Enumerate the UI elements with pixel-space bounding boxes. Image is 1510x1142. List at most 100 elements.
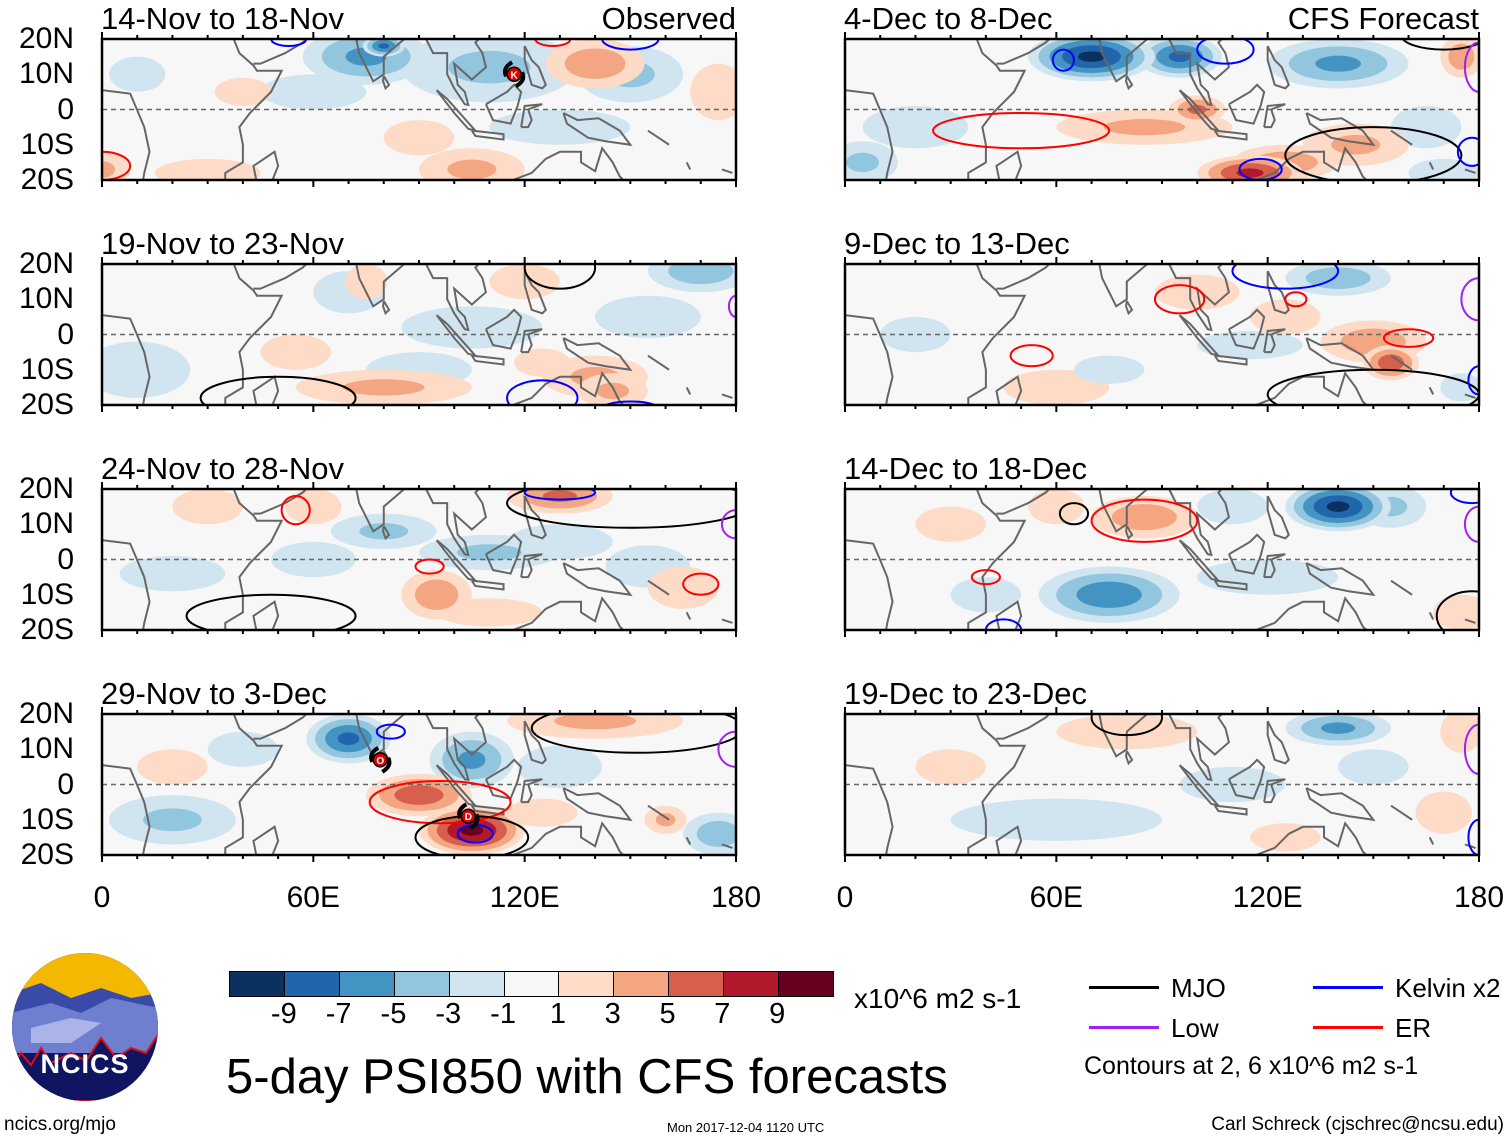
coastline bbox=[1125, 525, 1134, 541]
coastline bbox=[721, 843, 733, 849]
cyclone-label: K bbox=[510, 70, 518, 81]
colorbar-swatch bbox=[230, 972, 285, 996]
er-contour bbox=[368, 779, 512, 825]
panel-title: 29-Nov to 3-Dec bbox=[101, 676, 327, 711]
coastline bbox=[1228, 83, 1266, 125]
colorbar-swatch bbox=[504, 972, 560, 996]
anomaly-shading bbox=[102, 161, 116, 178]
kelvin-contour bbox=[1196, 39, 1255, 65]
colorbar-tick-label: -5 bbox=[380, 998, 407, 1030]
coastline bbox=[1266, 270, 1290, 315]
anomaly-shading bbox=[345, 264, 388, 300]
coastline bbox=[485, 83, 523, 125]
anomaly-shading bbox=[394, 785, 444, 805]
mjo-contour bbox=[1435, 590, 1479, 630]
colorbar-swatch bbox=[394, 972, 450, 996]
anomaly-shading bbox=[285, 489, 342, 525]
colorbar-swatch bbox=[724, 972, 780, 996]
mjo-contour bbox=[199, 375, 357, 405]
coastline bbox=[510, 146, 625, 180]
legend-label: Low bbox=[1171, 1013, 1219, 1043]
kelvin-contour bbox=[601, 39, 660, 51]
coastline bbox=[510, 371, 625, 405]
anomaly-shading bbox=[1440, 714, 1479, 753]
coastline bbox=[471, 579, 505, 591]
coastline bbox=[252, 150, 280, 180]
legend-line-kelvin bbox=[1313, 986, 1383, 989]
coastline bbox=[1464, 168, 1476, 174]
anomaly-shading bbox=[880, 316, 951, 353]
coastline bbox=[224, 714, 284, 855]
colorbar bbox=[229, 971, 834, 997]
er-contour bbox=[1090, 498, 1199, 543]
kelvin-contour bbox=[984, 618, 1023, 630]
mjo-contour bbox=[1284, 126, 1463, 180]
anomaly-shading bbox=[119, 555, 226, 592]
coastline bbox=[1214, 579, 1248, 591]
er-contour bbox=[682, 572, 720, 596]
coastline bbox=[102, 89, 151, 180]
colorbar-tick-label: -9 bbox=[270, 998, 297, 1030]
coastline bbox=[1266, 45, 1290, 90]
coastline bbox=[1098, 39, 1149, 83]
kelvin-contour bbox=[506, 379, 579, 405]
colorbar-tick-label: -3 bbox=[435, 998, 462, 1030]
map-canvas bbox=[843, 257, 1481, 412]
anomaly-shading bbox=[109, 56, 166, 92]
tropical-cyclone-icon: D bbox=[457, 802, 480, 830]
coastline bbox=[435, 539, 479, 583]
anomaly-shading bbox=[1111, 504, 1177, 531]
coastline bbox=[845, 764, 894, 855]
anomaly-shading bbox=[595, 295, 701, 339]
anomaly-shading bbox=[1073, 355, 1145, 384]
coastline bbox=[1253, 821, 1368, 855]
lat-label: 10S bbox=[20, 127, 74, 161]
kelvin-contour bbox=[523, 489, 597, 501]
coastline bbox=[224, 264, 284, 405]
coastline bbox=[355, 489, 406, 533]
lat-label: 10S bbox=[20, 802, 74, 836]
lon-label: 120E bbox=[1232, 881, 1303, 914]
coastline bbox=[435, 89, 479, 133]
coastline bbox=[562, 562, 633, 597]
coastline bbox=[1228, 533, 1266, 575]
anomaly-shading bbox=[414, 579, 459, 610]
map-canvas bbox=[100, 257, 738, 412]
coastline bbox=[1125, 300, 1134, 316]
er-contour bbox=[970, 569, 1001, 586]
coastline bbox=[471, 354, 505, 366]
map-canvas: OD bbox=[100, 707, 738, 862]
coastline bbox=[647, 354, 670, 371]
tropical-cyclone-icon: O bbox=[369, 746, 392, 774]
coastline bbox=[485, 758, 523, 800]
coastline bbox=[845, 314, 894, 405]
kelvin-contour bbox=[270, 39, 308, 48]
coastline bbox=[1464, 618, 1476, 624]
figure-title: 5-day PSI850 with CFS forecasts bbox=[226, 1050, 948, 1104]
coastline bbox=[423, 714, 488, 782]
anomaly-shading bbox=[489, 109, 631, 145]
lat-label: 20N bbox=[18, 697, 74, 730]
legend-label: MJO bbox=[1171, 973, 1226, 1003]
coastline bbox=[1390, 579, 1413, 596]
er-contour bbox=[1153, 284, 1206, 315]
mjo-contour bbox=[506, 489, 736, 529]
coastline bbox=[685, 161, 692, 170]
legend-label: Kelvin x2 bbox=[1395, 973, 1501, 1003]
map-panel bbox=[100, 257, 738, 412]
coastline bbox=[995, 150, 1023, 180]
cyclone-label: O bbox=[376, 756, 384, 767]
kelvin-contour bbox=[1467, 818, 1479, 855]
coastline bbox=[1214, 804, 1248, 816]
coastline bbox=[355, 39, 406, 83]
anomaly-shading bbox=[1433, 594, 1479, 630]
anomaly-shading bbox=[342, 379, 425, 396]
lat-label: 20S bbox=[20, 613, 74, 646]
coastline bbox=[647, 129, 670, 146]
coastline bbox=[647, 804, 670, 821]
er-contour bbox=[414, 558, 445, 575]
low-contour bbox=[727, 294, 736, 318]
footer-url[interactable]: ncics.org/mjo bbox=[4, 1114, 116, 1135]
lat-label: 10N bbox=[18, 732, 74, 766]
